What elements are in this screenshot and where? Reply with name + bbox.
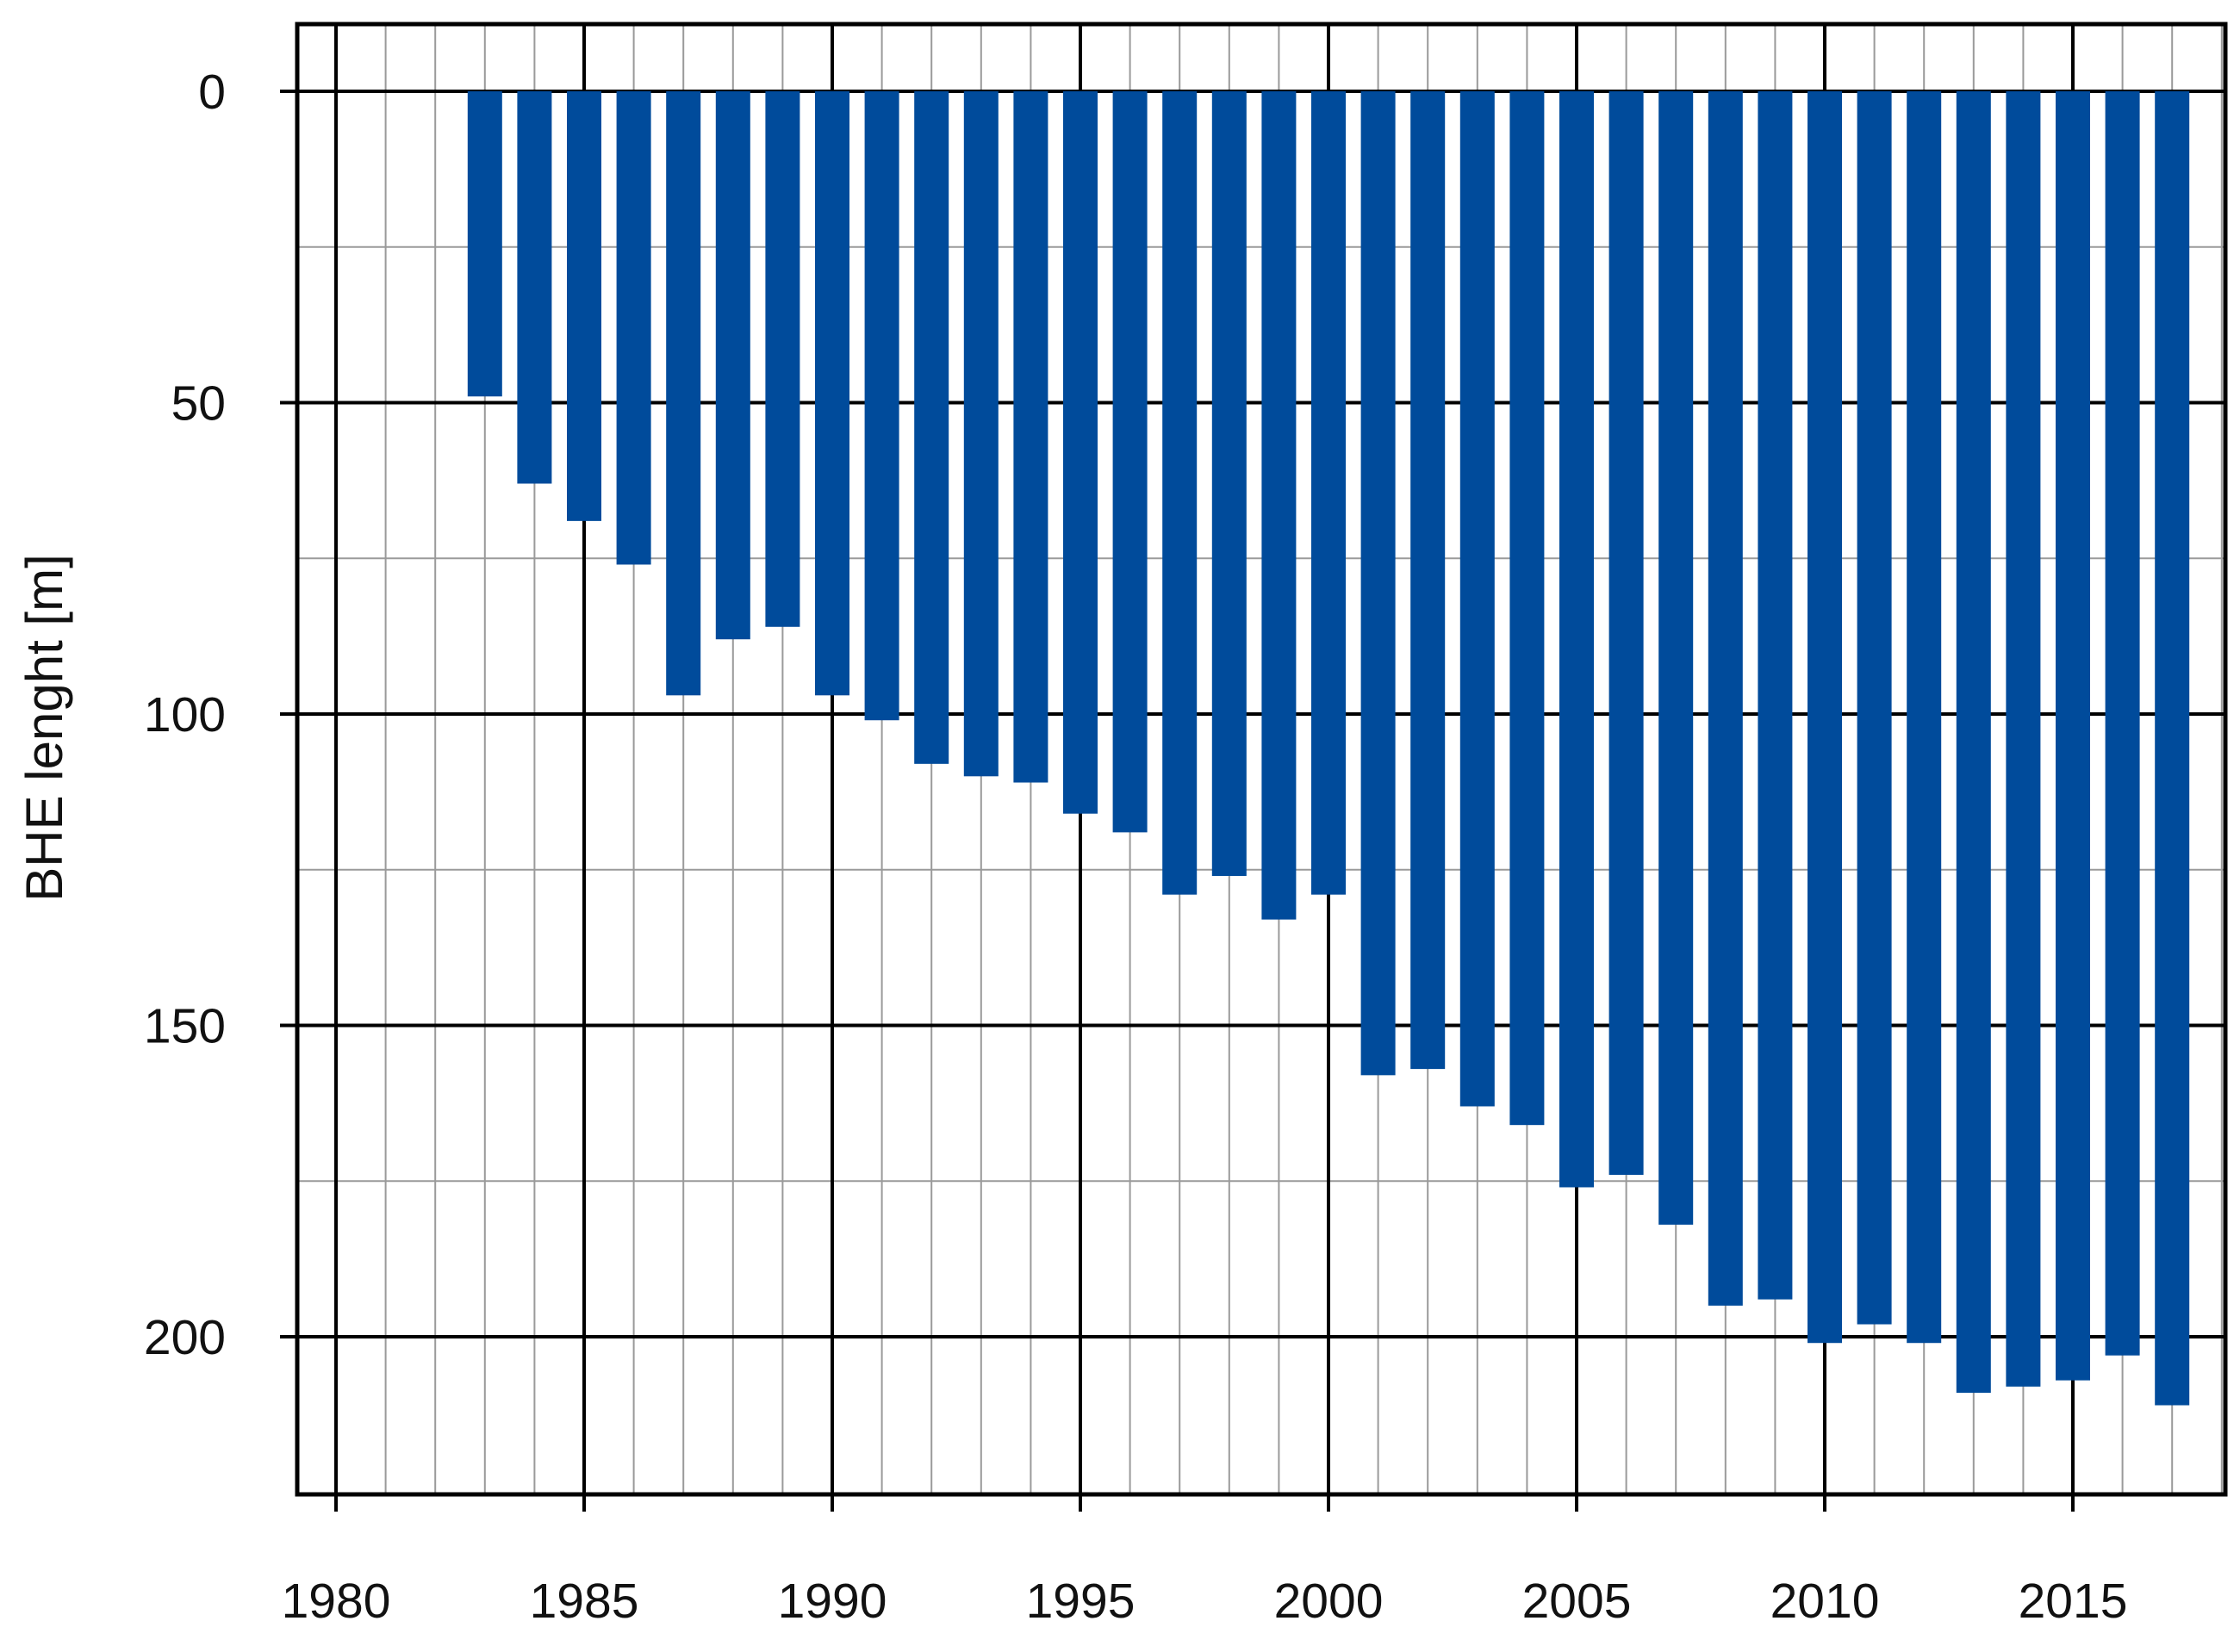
bar-1993 [963, 91, 999, 777]
plot-frame [295, 22, 2228, 1497]
bar-1986 [616, 91, 651, 565]
bar-1995 [1063, 91, 1098, 814]
y-tick-label: 200 [144, 1310, 226, 1365]
x-tick-label: 2015 [2019, 1574, 2128, 1629]
y-axis-title: BHE lenght [m] [16, 554, 73, 902]
y-tick-label: 150 [144, 999, 226, 1054]
bar-2011 [1857, 91, 1892, 1325]
bar-1996 [1112, 91, 1148, 833]
y-tick-label: 50 [171, 376, 226, 432]
bar-1985 [567, 91, 601, 521]
x-tick-label: 2000 [1274, 1574, 1384, 1629]
bar-1983 [467, 91, 502, 397]
bar-2015 [2056, 91, 2090, 1381]
bar-2007 [1658, 91, 1694, 1225]
bar-1994 [1013, 91, 1048, 783]
bar-2003 [1459, 91, 1495, 1107]
bar-1990 [815, 91, 849, 696]
y-tick-label: 0 [198, 65, 226, 120]
bar-2008 [1708, 91, 1743, 1306]
x-tick-label: 1995 [1026, 1574, 1136, 1629]
bar-2001 [1360, 91, 1396, 1076]
bar-1998 [1211, 91, 1247, 876]
bar-2016 [2105, 91, 2140, 1356]
bar-1988 [715, 91, 750, 640]
bar-2009 [1758, 91, 1793, 1300]
x-tick-label: 2010 [1770, 1574, 1880, 1629]
bar-1999 [1261, 91, 1297, 920]
x-tick-label: 1980 [282, 1574, 391, 1629]
bar-1989 [765, 91, 800, 627]
bar-1997 [1162, 91, 1198, 895]
y-axis-ticks: 0 50 100 150 200 [144, 65, 226, 1365]
x-tick-label: 1990 [778, 1574, 887, 1629]
bar-1984 [517, 91, 552, 484]
bar-2004 [1509, 91, 1545, 1126]
bar-2013 [1956, 91, 1991, 1394]
bars-group [467, 91, 2190, 1406]
x-tick-label: 1985 [530, 1574, 639, 1629]
bar-2014 [2006, 91, 2041, 1387]
bar-2006 [1608, 91, 1644, 1176]
bar-1991 [864, 91, 899, 721]
bar-2002 [1410, 91, 1446, 1070]
bar-2000 [1311, 91, 1346, 895]
bar-1987 [666, 91, 701, 696]
x-tick-label: 2005 [1522, 1574, 1632, 1629]
bar-2017 [2155, 91, 2190, 1406]
bar-2012 [1907, 91, 1942, 1344]
x-axis-ticks: 1980 1985 1990 1995 2000 2005 2010 2015 [282, 1574, 2128, 1629]
bar-1992 [914, 91, 949, 764]
y-tick-label: 100 [144, 687, 226, 742]
bar-2010 [1808, 91, 1842, 1344]
bar-2005 [1559, 91, 1594, 1188]
